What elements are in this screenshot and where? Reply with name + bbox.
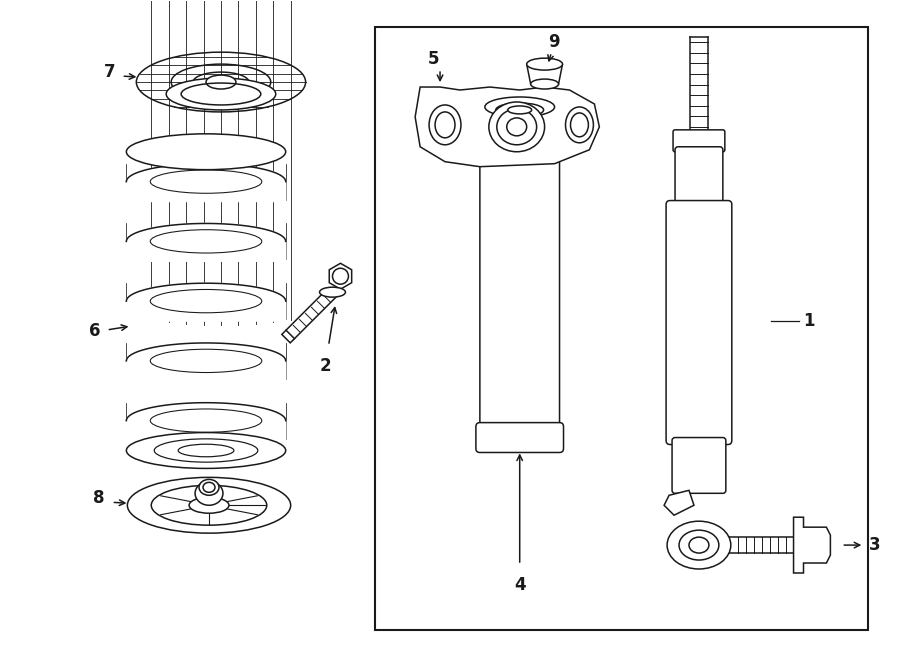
FancyBboxPatch shape <box>672 438 725 493</box>
Ellipse shape <box>496 103 544 117</box>
Polygon shape <box>526 64 562 84</box>
FancyBboxPatch shape <box>476 422 563 453</box>
FancyBboxPatch shape <box>480 120 560 436</box>
Text: 7: 7 <box>104 63 115 81</box>
Polygon shape <box>126 164 285 202</box>
Ellipse shape <box>195 481 223 505</box>
Ellipse shape <box>126 432 285 469</box>
Ellipse shape <box>571 113 589 137</box>
Ellipse shape <box>320 287 346 297</box>
Polygon shape <box>126 343 285 381</box>
Ellipse shape <box>136 52 306 112</box>
FancyBboxPatch shape <box>675 147 723 212</box>
Ellipse shape <box>531 79 559 89</box>
Ellipse shape <box>199 479 219 495</box>
Ellipse shape <box>485 97 554 117</box>
Polygon shape <box>664 490 694 515</box>
Text: 8: 8 <box>93 489 104 507</box>
Text: 4: 4 <box>514 576 526 594</box>
Ellipse shape <box>565 107 593 143</box>
Ellipse shape <box>507 118 526 136</box>
Ellipse shape <box>489 102 544 152</box>
Ellipse shape <box>526 58 562 70</box>
Ellipse shape <box>189 497 229 513</box>
Ellipse shape <box>497 109 536 145</box>
Text: 5: 5 <box>428 50 439 68</box>
Ellipse shape <box>128 477 291 533</box>
Polygon shape <box>126 223 285 261</box>
Ellipse shape <box>679 530 719 560</box>
Bar <box>375 27 868 630</box>
Text: 6: 6 <box>89 322 100 340</box>
Polygon shape <box>282 330 294 343</box>
Polygon shape <box>794 517 831 573</box>
Ellipse shape <box>689 537 709 553</box>
FancyBboxPatch shape <box>673 130 725 152</box>
Ellipse shape <box>429 105 461 145</box>
Ellipse shape <box>508 106 532 114</box>
FancyBboxPatch shape <box>479 102 561 128</box>
Polygon shape <box>415 87 599 167</box>
Ellipse shape <box>126 134 285 170</box>
Ellipse shape <box>166 78 275 110</box>
Ellipse shape <box>435 112 455 137</box>
Polygon shape <box>126 283 285 321</box>
Text: 9: 9 <box>548 33 560 51</box>
FancyBboxPatch shape <box>666 200 732 444</box>
Ellipse shape <box>667 521 731 569</box>
Polygon shape <box>329 263 352 289</box>
Polygon shape <box>126 403 285 440</box>
Ellipse shape <box>206 75 236 89</box>
Text: 3: 3 <box>868 536 880 554</box>
Text: 2: 2 <box>320 357 331 375</box>
Text: 1: 1 <box>803 312 815 330</box>
